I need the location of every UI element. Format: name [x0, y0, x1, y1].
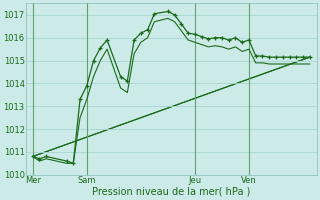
X-axis label: Pression niveau de la mer( hPa ): Pression niveau de la mer( hPa ) — [92, 187, 251, 197]
